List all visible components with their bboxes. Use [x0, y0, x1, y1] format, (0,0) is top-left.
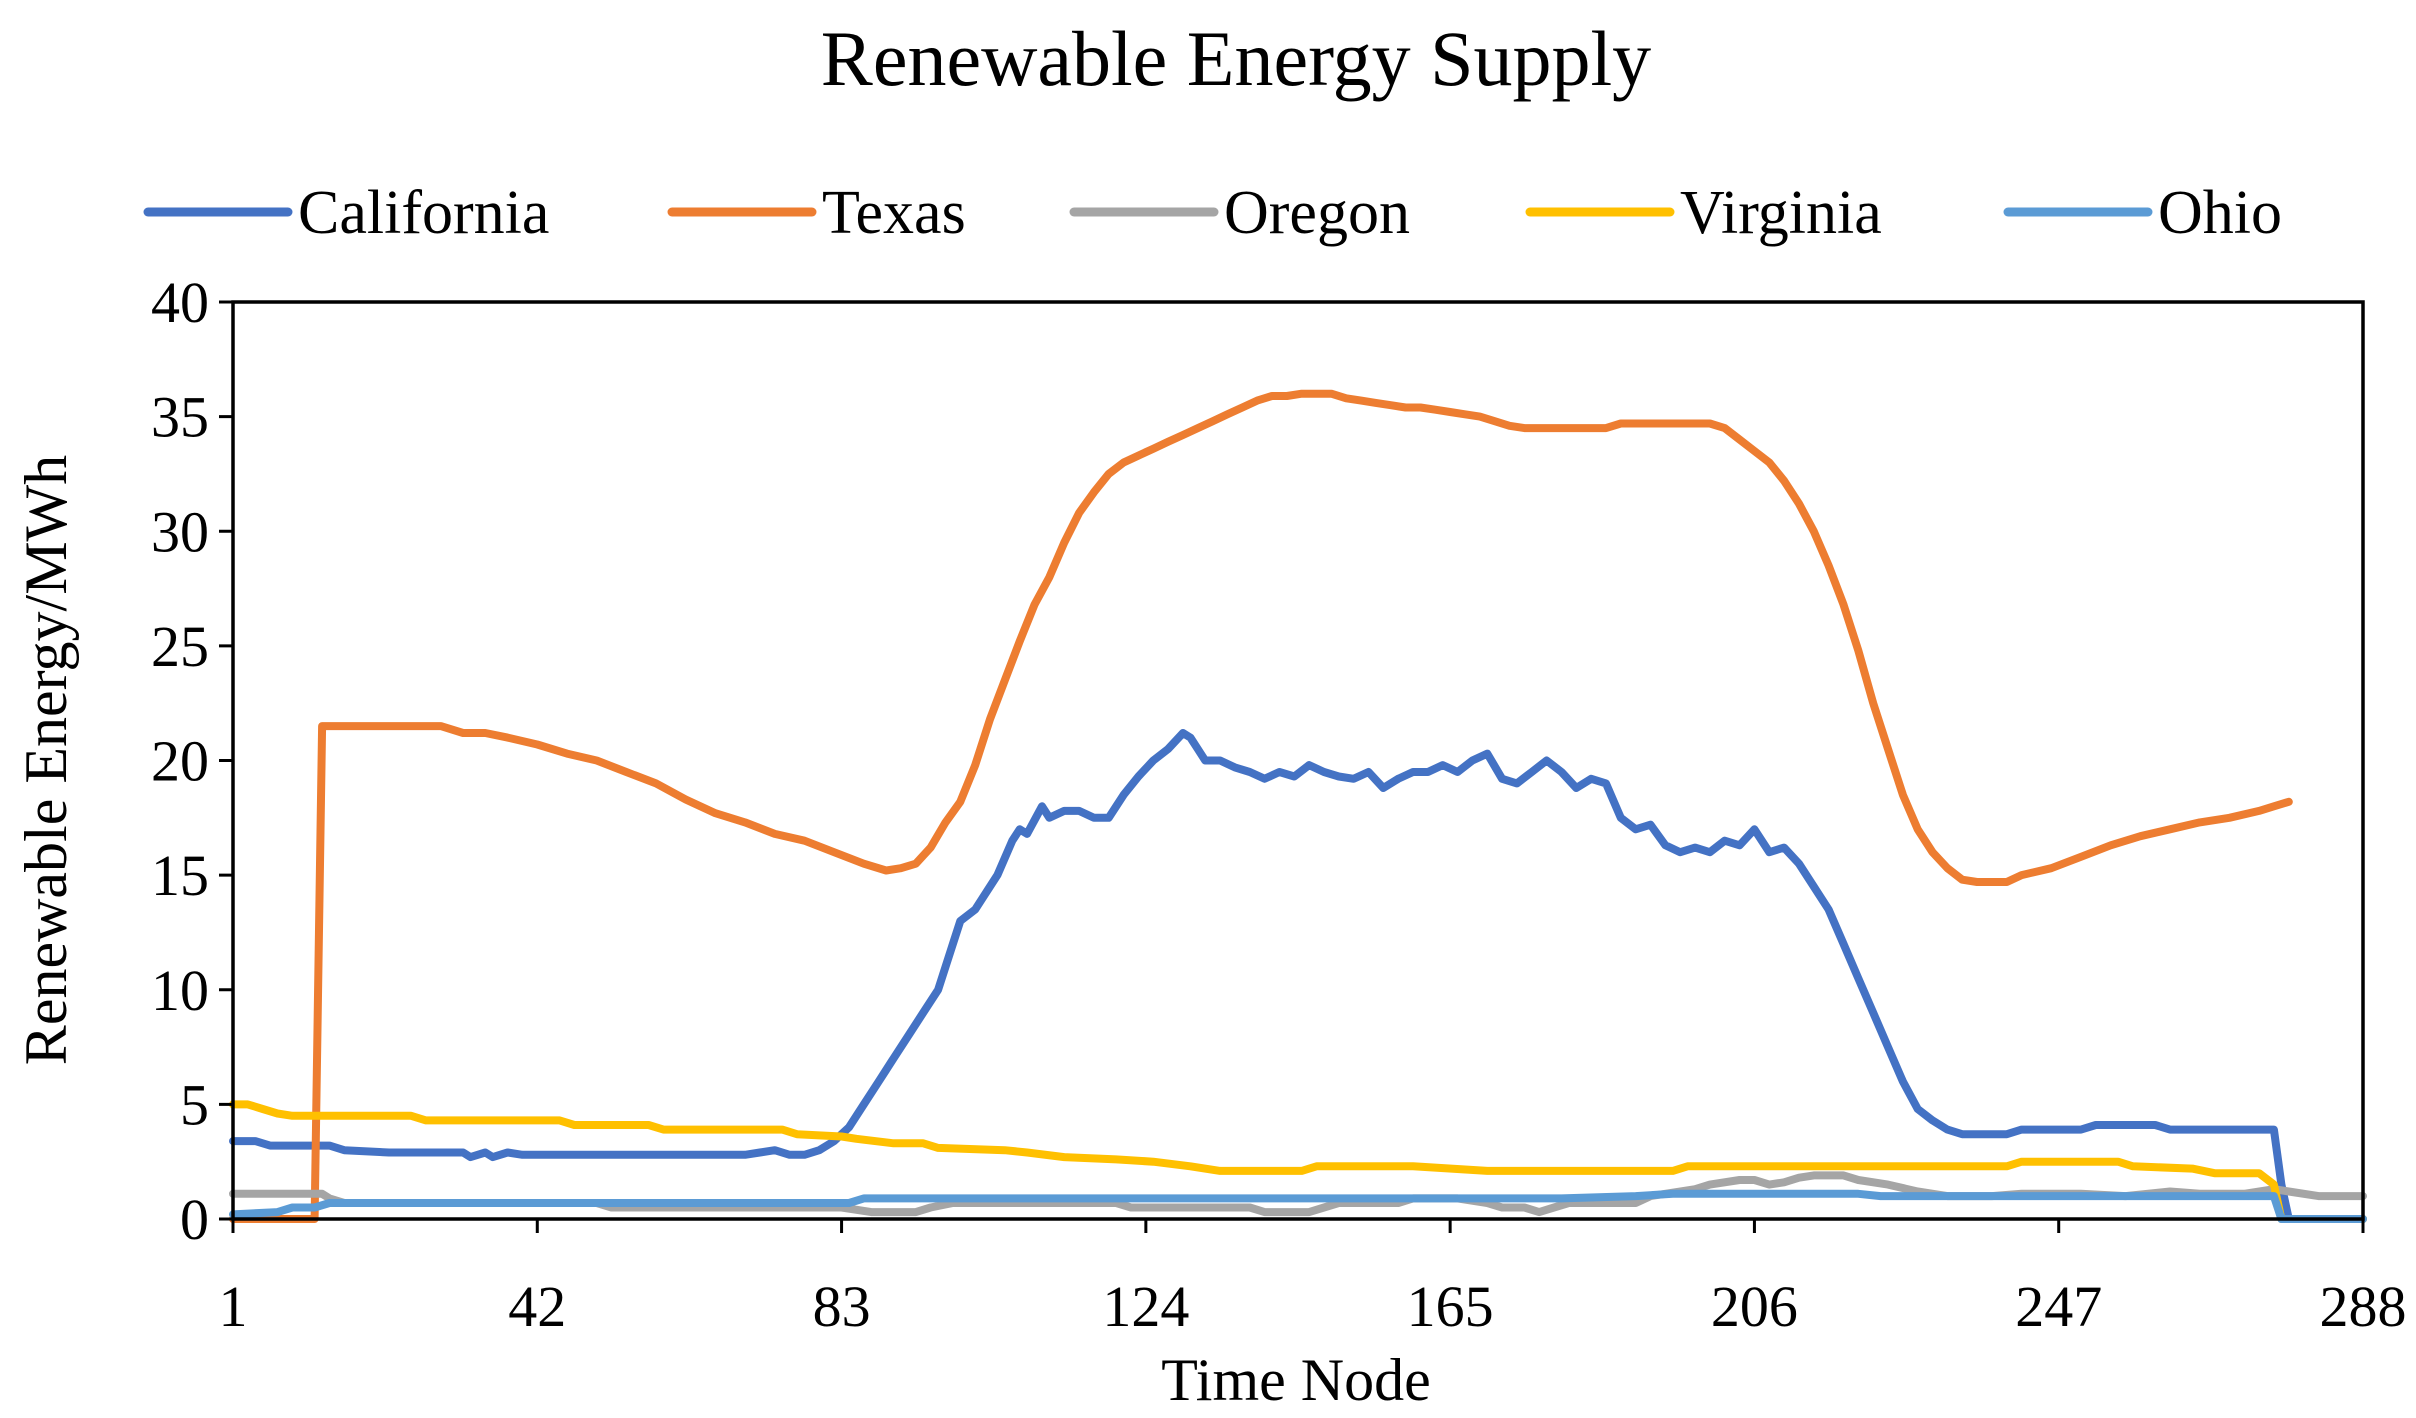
y-tick-label: 15: [151, 843, 209, 908]
legend: California Texas Oregon Virginia Ohio: [143, 179, 2282, 247]
y-axis: 0 5 10 15 20 25 30 35 40: [151, 270, 233, 1252]
y-tick-label: 35: [151, 385, 209, 450]
legend-label-texas: Texas: [822, 179, 966, 247]
plot-lines: [229, 389, 2367, 1223]
series-line-california: [229, 729, 2367, 1223]
y-tick-label: 30: [151, 499, 209, 564]
x-tick-label: 165: [1407, 1274, 1494, 1339]
x-tick-label: 206: [1711, 1274, 1798, 1339]
y-tick-label: 20: [151, 729, 209, 794]
x-tick-label: 124: [1102, 1274, 1189, 1339]
chart-title: Renewable Energy Supply: [821, 15, 1651, 102]
x-tick-label: 42: [508, 1274, 566, 1339]
y-tick-label: 5: [180, 1072, 209, 1137]
y-tick-label: 25: [151, 614, 209, 679]
series-line-virginia: [229, 1100, 2367, 1223]
legend-label-california: California: [298, 179, 549, 247]
x-axis-label: Time Node: [1161, 1347, 1430, 1413]
x-tick-label: 247: [2015, 1274, 2102, 1339]
y-tick-label: 0: [180, 1187, 209, 1252]
y-axis-label: Renewable Energy/MWh: [13, 455, 79, 1065]
x-tick-label: 83: [813, 1274, 871, 1339]
y-tick-label: 10: [151, 958, 209, 1023]
plot-area-frame: [231, 300, 2365, 1221]
series-line-ohio: [229, 1189, 2367, 1223]
x-tick-label: 1: [219, 1274, 248, 1339]
x-tick-label: 288: [2320, 1274, 2407, 1339]
legend-label-ohio: Ohio: [2158, 179, 2282, 247]
legend-label-oregon: Oregon: [1224, 179, 1410, 247]
y-tick-label: 40: [151, 270, 209, 335]
legend-label-virginia: Virginia: [1680, 179, 1882, 247]
x-axis: 1 42 83 124 165 206 247 288: [219, 1219, 2407, 1339]
series-line-texas: [229, 389, 2293, 1223]
